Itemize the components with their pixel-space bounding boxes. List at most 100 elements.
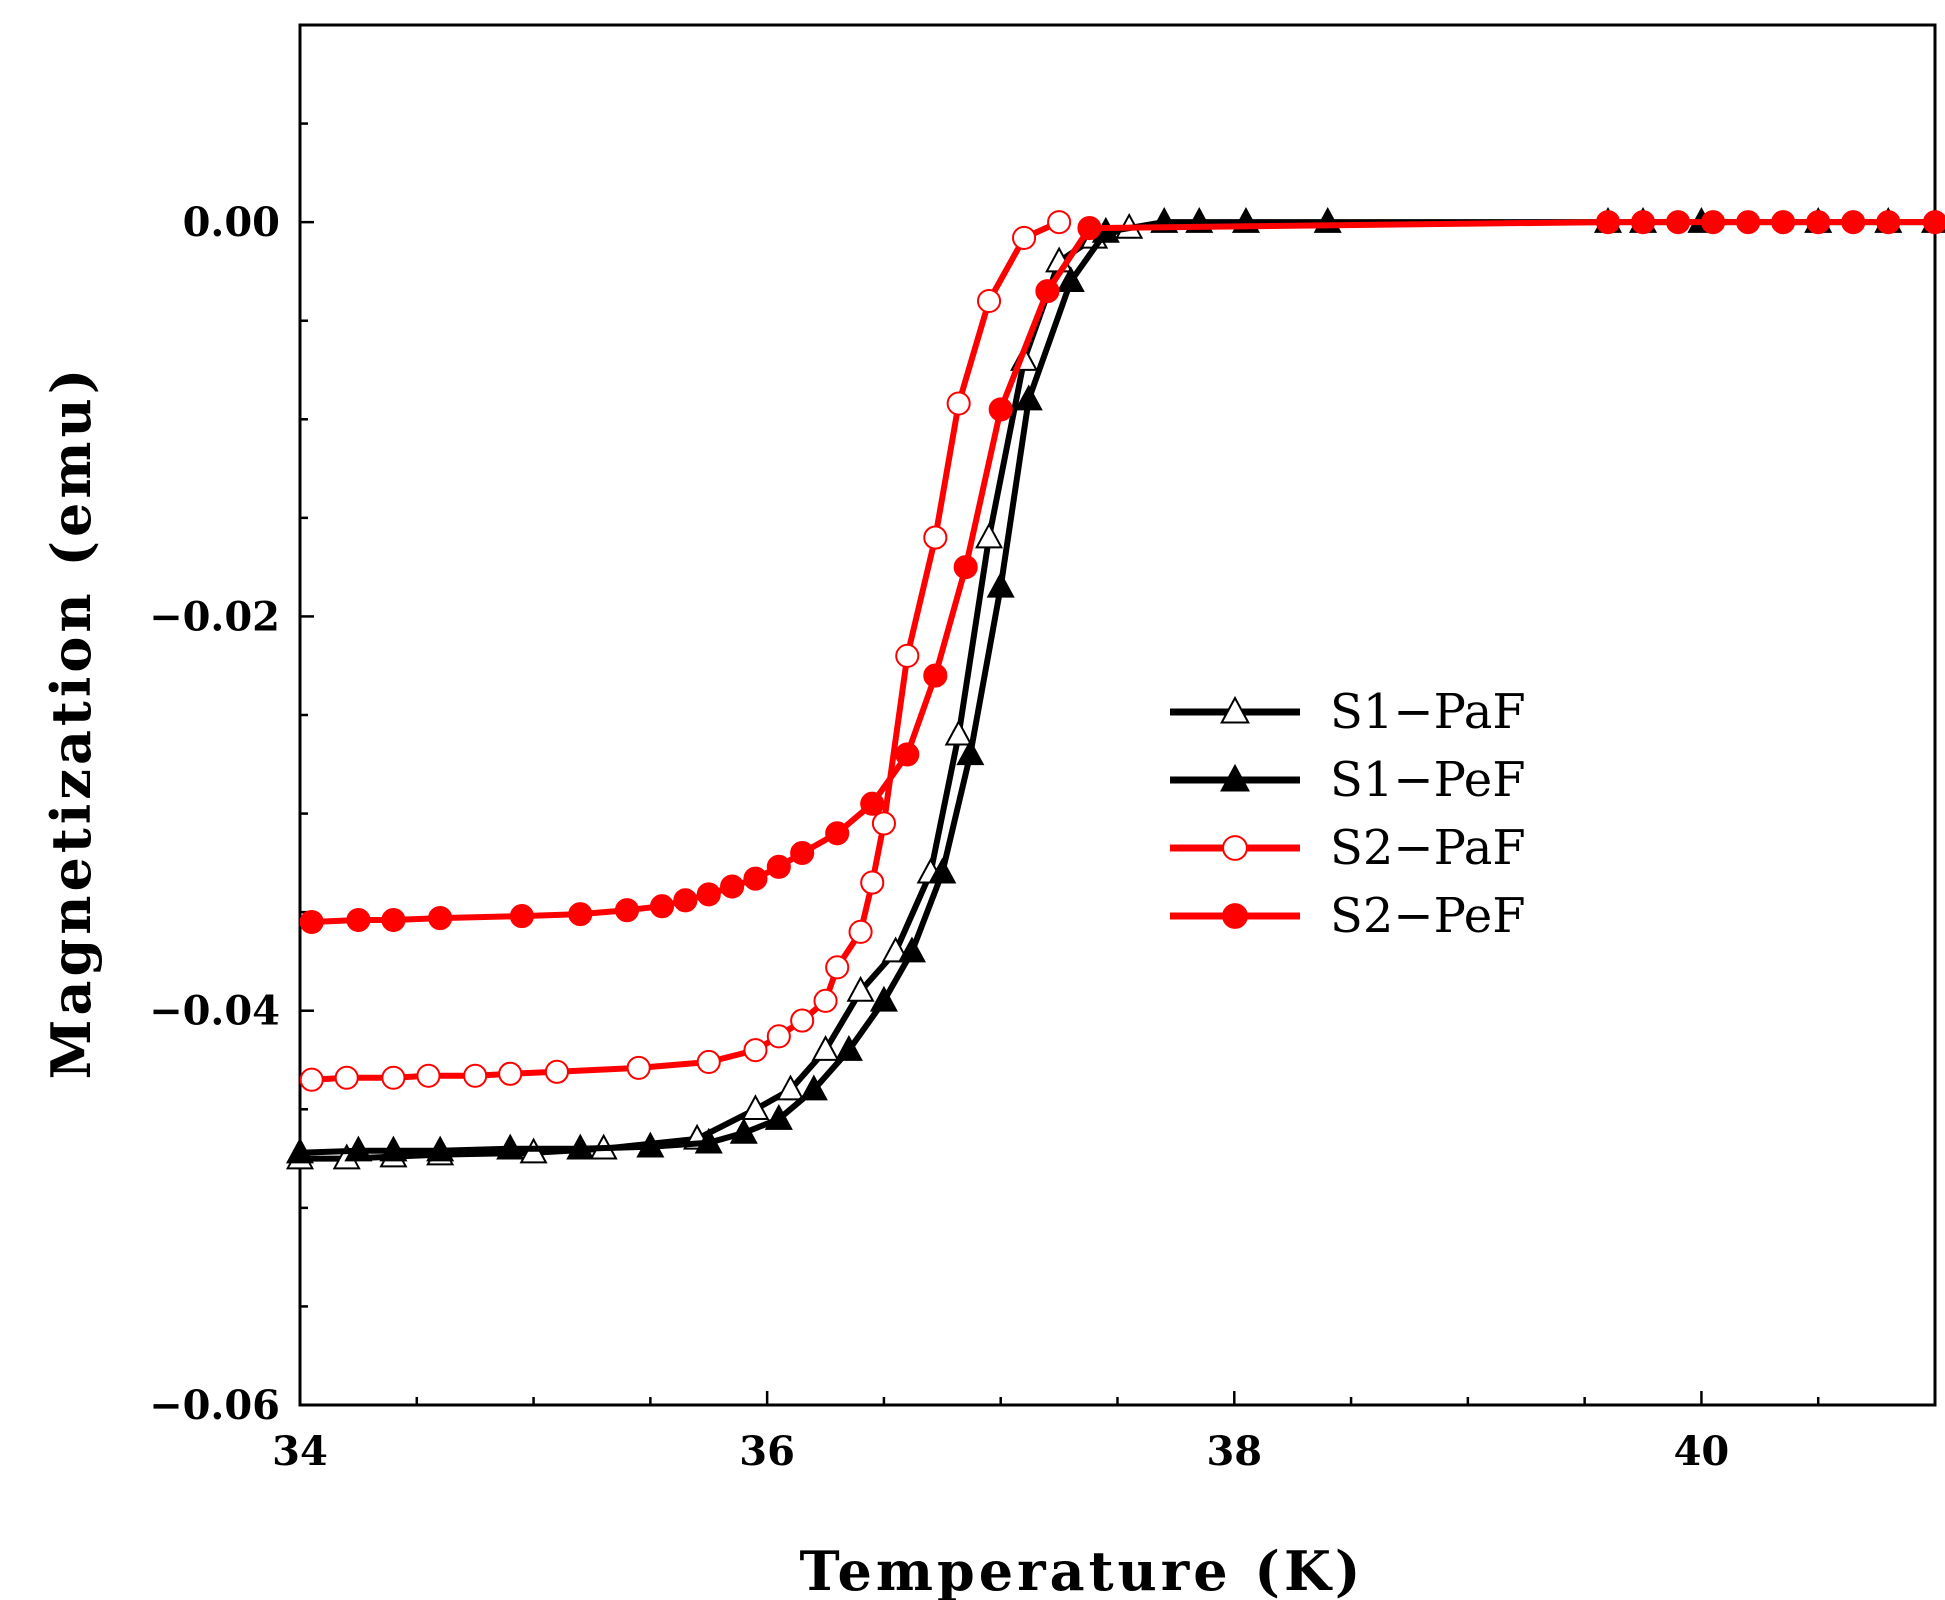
data-point-marker [544, 1059, 569, 1084]
x-tick-label: 40 [1674, 1428, 1730, 1475]
data-point-marker [860, 870, 885, 895]
x-axis-title: Temperature (K) [800, 1539, 1365, 1600]
data-point-marker [1220, 763, 1250, 792]
data-point-marker [1222, 903, 1248, 929]
y-tick-label: −0.02 [149, 593, 280, 640]
data-point-marker [986, 571, 1015, 598]
data-point-marker [1056, 266, 1085, 293]
data-point-marker [649, 894, 675, 919]
data-point-marker [848, 919, 873, 944]
data-point-marker [1595, 210, 1621, 235]
data-point-marker [944, 719, 973, 746]
data-point-marker [988, 397, 1013, 422]
data-point-marker [743, 866, 768, 891]
data-point-marker [1630, 210, 1656, 235]
legend-label: S2−PeF [1330, 888, 1526, 944]
legend-label: S1−PaF [1330, 684, 1526, 740]
data-point-marker [636, 1131, 665, 1158]
legend-label: S1−PeF [1330, 752, 1526, 808]
series-s2-pef [299, 210, 1945, 935]
data-point-marker [509, 904, 534, 929]
data-point-marker [846, 975, 875, 1002]
data-point-marker [895, 742, 920, 767]
data-point-marker [673, 888, 698, 913]
data-point-marker [381, 1065, 406, 1090]
data-point-marker [895, 643, 920, 668]
data-point-marker [1077, 216, 1102, 241]
series-line [311, 219, 1935, 925]
data-point-marker [614, 898, 640, 923]
x-tick-label: 38 [1206, 1428, 1262, 1475]
data-point-marker [811, 1035, 840, 1061]
data-point-marker [1035, 279, 1060, 304]
legend: S1−PaF S1−PeF S2−PaF S2−PeF [1170, 684, 1526, 944]
data-point-marker [1012, 225, 1037, 250]
data-point-marker [426, 1135, 455, 1162]
data-point-marker [346, 907, 371, 933]
data-point-marker [344, 1135, 373, 1162]
data-point-marker [928, 857, 957, 884]
data-point-marker [463, 1063, 488, 1088]
data-point-marker [871, 811, 896, 836]
legend-item: S1−PeF [1170, 752, 1526, 808]
data-point-marker [869, 985, 898, 1012]
data-point-marker [825, 821, 850, 846]
data-point-marker [729, 1117, 758, 1144]
data-point-marker [334, 1065, 359, 1090]
data-point-marker [1222, 835, 1248, 861]
data-point-marker [1841, 210, 1866, 235]
axes: 34 36 38 40 0.00 −0.02 −0.04 −0.06 [149, 23, 1937, 1475]
data-point-marker [299, 1067, 324, 1092]
data-point-marker [1666, 210, 1691, 235]
x-tick-label: 36 [739, 1428, 795, 1475]
data-point-marker [428, 906, 453, 931]
data-point-marker [953, 555, 978, 580]
data-point-marker [696, 882, 721, 907]
data-point-marker [1736, 210, 1761, 235]
data-point-marker [1922, 210, 1945, 235]
data-point-marker [416, 1063, 441, 1088]
data-point-marker [285, 1137, 315, 1164]
y-tick-label: −0.06 [149, 1382, 280, 1429]
series-s2-paf [299, 210, 1072, 1092]
data-point-marker [790, 840, 815, 866]
data-point-marker [694, 1127, 723, 1154]
data-point-marker [776, 1074, 805, 1101]
data-point-marker [381, 907, 406, 933]
data-point-marker [825, 955, 850, 980]
data-point-marker [1876, 210, 1901, 235]
series-line [299, 219, 1935, 1156]
data-point-marker [1047, 210, 1072, 235]
series-s1-paf [285, 212, 1144, 1170]
data-point-marker [764, 1104, 793, 1130]
data-point-marker [834, 1035, 863, 1061]
series-layer [285, 207, 1945, 1170]
data-point-marker [860, 791, 885, 816]
data-point-marker [956, 739, 985, 766]
data-point-marker [379, 1135, 408, 1162]
data-point-marker [813, 988, 838, 1013]
data-point-marker [923, 525, 948, 550]
data-point-marker [1806, 210, 1831, 235]
data-point-marker [1771, 210, 1796, 235]
data-point-marker [741, 1094, 770, 1121]
legend-item: S2−PeF [1170, 888, 1526, 944]
data-point-marker [696, 1049, 721, 1075]
data-point-marker [1220, 695, 1250, 724]
legend-label: S2−PaF [1330, 820, 1526, 876]
data-point-marker [299, 909, 324, 935]
data-point-marker [897, 936, 926, 963]
data-point-marker [799, 1074, 828, 1101]
data-point-marker [1014, 384, 1043, 411]
data-point-marker [790, 1008, 815, 1033]
data-point-marker [946, 391, 971, 416]
data-point-marker [498, 1061, 523, 1086]
legend-item: S1−PaF [1170, 684, 1526, 740]
data-point-marker [626, 1055, 651, 1080]
data-point-marker [975, 522, 1004, 549]
series-s1-pef [285, 207, 1945, 1164]
data-point-marker [496, 1133, 525, 1160]
data-point-marker [1701, 210, 1726, 235]
data-point-marker [568, 902, 593, 927]
